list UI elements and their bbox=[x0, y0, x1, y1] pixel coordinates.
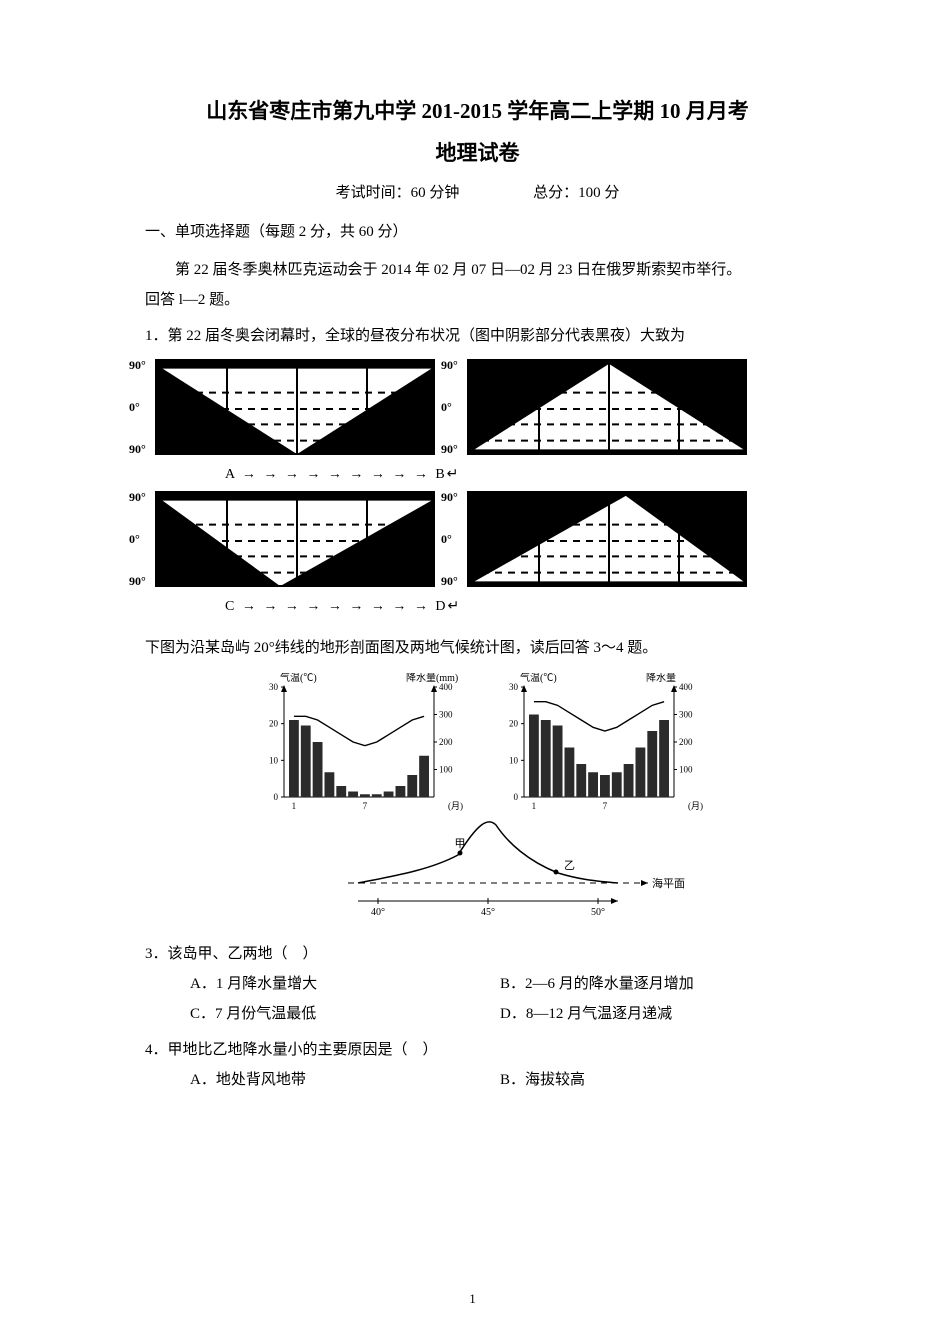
svg-text:40°: 40° bbox=[371, 907, 385, 918]
svg-text:7: 7 bbox=[362, 801, 367, 811]
svg-text:海平面: 海平面 bbox=[652, 876, 685, 890]
q3-option-a: A．1 月降水量增大 bbox=[190, 969, 500, 999]
q3-option-b: B．2—6 月的降水量逐月增加 bbox=[500, 969, 810, 999]
svg-text:300: 300 bbox=[679, 709, 693, 719]
page-number: 1 bbox=[0, 1291, 945, 1307]
intro-tail: 回答 l—2 题。 bbox=[145, 285, 810, 315]
daynight-panel: 90°0°90° bbox=[467, 491, 749, 592]
svg-text:45°: 45° bbox=[481, 907, 495, 918]
climate-profile-figure: 气温(℃)降水量(mm)010203010020030040017(月)气温(℃… bbox=[145, 673, 810, 923]
diagram-label-row-ab: A → → → → → → → → → B↵ bbox=[225, 466, 810, 483]
question-1: 1．第 22 届冬奥会闭幕时，全球的昼夜分布状况（图中阴影部分代表黑夜）大致为 bbox=[145, 321, 810, 351]
exam-time: 考试时间：60 分钟 bbox=[336, 181, 460, 202]
section-1-heading: 一、单项选择题（每题 2 分，共 60 分） bbox=[145, 220, 810, 241]
svg-text:乙: 乙 bbox=[564, 859, 575, 872]
svg-text:0: 0 bbox=[273, 792, 278, 802]
q3-option-d: D．8—12 月气温逐月递减 bbox=[500, 999, 810, 1029]
svg-text:10: 10 bbox=[509, 755, 519, 765]
svg-text:气温(℃): 气温(℃) bbox=[280, 673, 317, 684]
daynight-panel: 90°0°90° bbox=[155, 359, 437, 460]
svg-text:30: 30 bbox=[269, 682, 279, 692]
diagram-label-row-cd: C → → → → → → → → → D↵ bbox=[225, 598, 810, 615]
q4-option-a: A．地处背风地带 bbox=[190, 1065, 500, 1095]
svg-text:200: 200 bbox=[439, 737, 453, 747]
exam-meta: 考试时间：60 分钟 总分：100 分 bbox=[145, 181, 810, 202]
q3-option-c: C．7 月份气温最低 bbox=[190, 999, 500, 1029]
svg-text:400: 400 bbox=[679, 682, 693, 692]
svg-text:7: 7 bbox=[602, 801, 607, 811]
svg-text:0: 0 bbox=[513, 792, 518, 802]
svg-text:(月): (月) bbox=[448, 801, 463, 811]
svg-text:50°: 50° bbox=[591, 907, 605, 918]
svg-text:1: 1 bbox=[291, 801, 296, 811]
daynight-panel: 90°0°90° bbox=[467, 359, 749, 460]
question-3-options: A．1 月降水量增大 B．2—6 月的降水量逐月增加 C．7 月份气温最低 D．… bbox=[190, 969, 810, 1029]
svg-text:30: 30 bbox=[509, 682, 519, 692]
svg-text:20: 20 bbox=[509, 718, 519, 728]
intro-paragraph: 第 22 届冬季奥林匹克运动会于 2014 年 02 月 07 日—02 月 2… bbox=[145, 255, 810, 285]
svg-text:300: 300 bbox=[439, 709, 453, 719]
svg-text:1: 1 bbox=[531, 801, 536, 811]
exam-total-score: 总分：100 分 bbox=[533, 181, 619, 202]
svg-text:10: 10 bbox=[269, 755, 279, 765]
svg-text:降水量: 降水量 bbox=[646, 673, 676, 684]
question-4: 4．甲地比乙地降水量小的主要原因是（ ） bbox=[145, 1035, 810, 1065]
svg-text:100: 100 bbox=[439, 764, 453, 774]
svg-text:100: 100 bbox=[679, 764, 693, 774]
svg-text:气温(℃): 气温(℃) bbox=[520, 673, 557, 684]
q3-intro: 下图为沿某岛屿 20°纬线的地形剖面图及两地气候统计图，读后回答 3～4 题。 bbox=[145, 633, 810, 663]
svg-text:200: 200 bbox=[679, 737, 693, 747]
exam-title-line2: 地理试卷 bbox=[145, 137, 810, 167]
svg-text:400: 400 bbox=[439, 682, 453, 692]
svg-text:20: 20 bbox=[269, 718, 279, 728]
question-4-options: A．地处背风地带 B．海拔较高 bbox=[190, 1065, 810, 1095]
svg-text:(月): (月) bbox=[688, 801, 703, 811]
daynight-diagram-set: 90°0°90°90°0°90° A → → → → → → → → → B↵ … bbox=[145, 359, 810, 615]
question-3: 3．该岛甲、乙两地（ ） bbox=[145, 939, 810, 969]
exam-title-line1: 山东省枣庄市第九中学 201-2015 学年高二上学期 10 月月考 bbox=[145, 95, 810, 129]
q4-option-b: B．海拔较高 bbox=[500, 1065, 810, 1095]
daynight-panel: 90°0°90° bbox=[155, 491, 437, 592]
svg-text:甲: 甲 bbox=[454, 838, 465, 850]
